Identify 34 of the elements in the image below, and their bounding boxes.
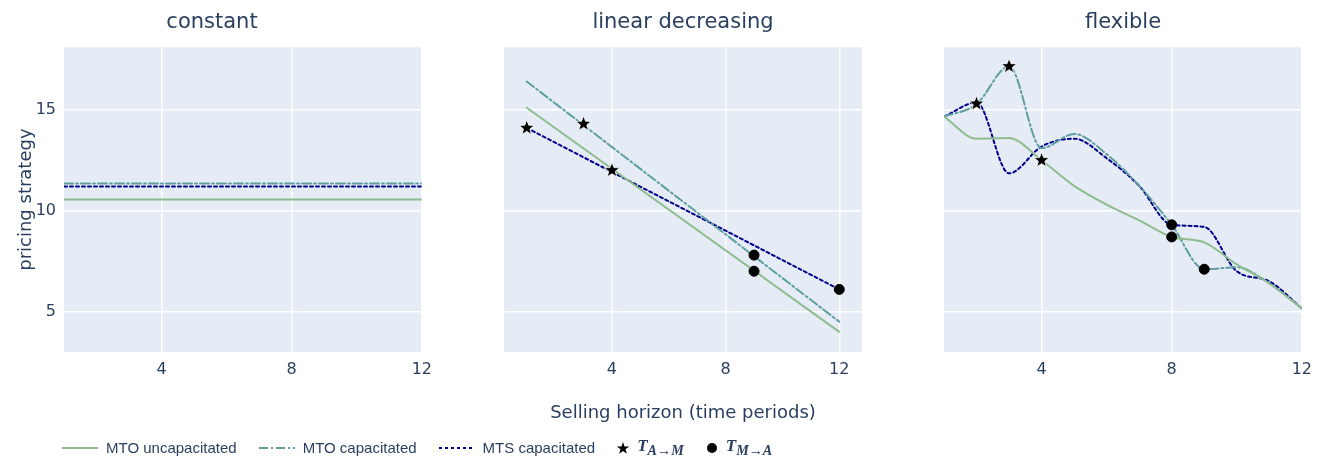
point	[1033, 151, 1050, 168]
y-tick-label: 5	[45, 300, 56, 320]
legend-label: MTO uncapacitated	[106, 439, 237, 457]
point	[575, 115, 592, 131]
point	[748, 249, 760, 261]
legend-label: T$_{M→A}$	[725, 436, 773, 460]
x-tick-label: 12	[829, 358, 850, 378]
point	[1001, 57, 1018, 74]
y-axis-title: pricing strategy	[14, 128, 36, 271]
x-tick-label: 12	[411, 358, 432, 378]
x-tick-label: 4	[606, 358, 618, 378]
legend-label: MTS capacitated	[482, 439, 596, 457]
legend-label: MTO capacitated	[302, 439, 417, 457]
x-tick-label: 8	[286, 358, 297, 378]
x-tick-label: 4	[1036, 358, 1047, 378]
point	[833, 283, 845, 295]
x-axis-title: Selling horizon (time periods)	[550, 400, 816, 422]
chart-title: linear decreasing	[592, 9, 774, 34]
y-tick-label: 15	[35, 98, 56, 118]
point	[518, 119, 535, 135]
point	[603, 161, 620, 178]
x-tick-label: 12	[1291, 358, 1312, 378]
point	[1166, 219, 1178, 231]
x-tick-label: 8	[1166, 358, 1177, 378]
point	[1166, 231, 1178, 243]
y-tick-label: 10	[35, 199, 56, 219]
chart-title: constant	[166, 9, 258, 34]
x-tick-label: 4	[156, 358, 167, 378]
x-tick-label: 8	[720, 358, 731, 378]
chart-title: flexible	[1084, 9, 1162, 34]
point	[748, 265, 760, 277]
legend-label: T$_{A→M}$	[637, 436, 684, 460]
point	[968, 95, 985, 111]
point	[1198, 263, 1210, 275]
